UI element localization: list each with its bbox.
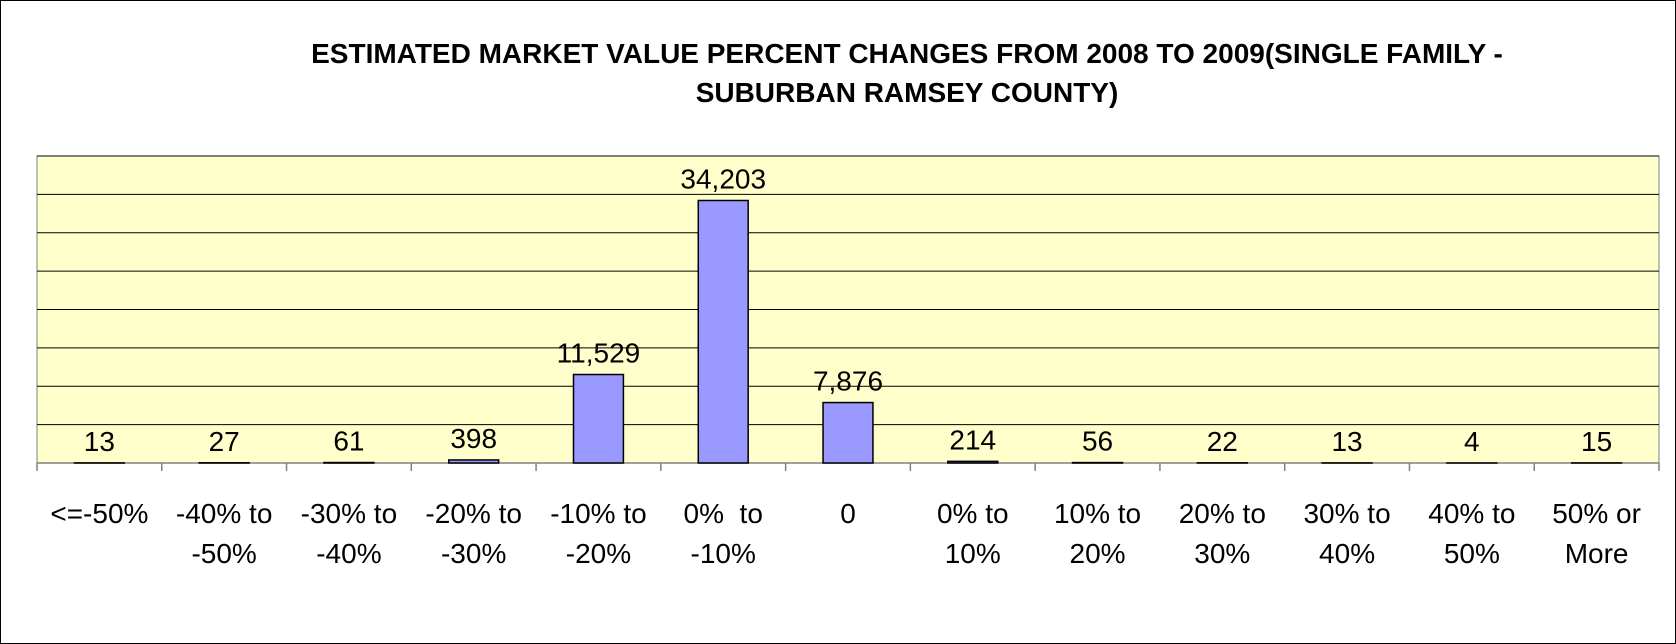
x-tick-label: 50% or More [1552, 498, 1649, 569]
chart-title: ESTIMATED MARKET VALUE PERCENT CHANGES F… [311, 38, 1503, 108]
x-tick-label: -20% to -30% [425, 498, 530, 569]
value-label: 27 [209, 426, 240, 457]
value-label: 13 [1331, 426, 1362, 457]
x-tick-label: 0% to 10% [936, 498, 1017, 569]
bar [822, 401, 874, 464]
x-tick-label: -10% to -20% [550, 498, 655, 569]
value-label: 4 [1464, 426, 1480, 457]
bar [447, 459, 500, 464]
x-tick-label: 0% to -10% [683, 498, 771, 569]
value-label: 22 [1207, 426, 1238, 457]
value-label: 13 [84, 426, 115, 457]
value-label: 11,529 [557, 338, 641, 369]
x-tick-label: 0 [840, 498, 856, 529]
x-tick-label: 20% to 30% [1178, 498, 1274, 569]
value-label: 56 [1082, 426, 1113, 457]
x-tick-label: <=-50% [50, 498, 149, 529]
x-tick-label: 30% to 40% [1303, 498, 1399, 569]
x-tick-label: 40% to 50% [1428, 498, 1524, 569]
value-label: 61 [333, 426, 364, 457]
value-label: 34,203 [680, 163, 766, 194]
bar [947, 460, 999, 464]
value-label: 15 [1581, 426, 1612, 457]
x-tick-label: -30% to -40% [300, 498, 405, 569]
bar [572, 373, 625, 464]
value-label: 214 [949, 424, 996, 455]
bar [697, 199, 749, 464]
value-label: 7,876 [813, 366, 883, 397]
x-tick-label: -40% to -50% [175, 498, 281, 569]
value-label: 398 [450, 423, 497, 454]
x-tick-label: 10% to 20% [1053, 498, 1149, 569]
